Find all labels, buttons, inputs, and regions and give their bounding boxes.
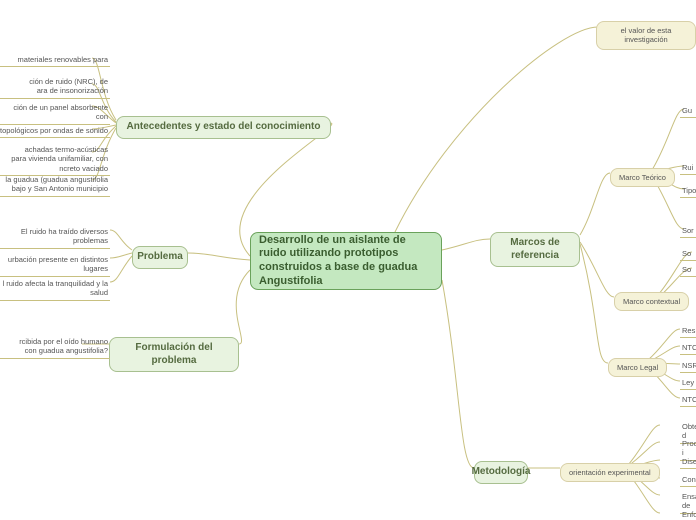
leaf-node[interactable]: Res. [680,324,696,338]
main-label: Antecedentes y estado del conocimiento [127,121,321,134]
sub-node-s2[interactable]: Marco contextual [614,292,689,311]
leaf-label: So [682,249,691,258]
leaf-node[interactable]: Gu [680,104,696,118]
leaf-label: El ruido ha traído diversos problemas [0,227,108,246]
leaf-label: l ruido afecta la tranquilidad y la salu… [0,279,108,298]
leaf-node[interactable]: materiales renovables para [0,53,110,67]
leaf-label: Tipo [682,186,696,195]
leaf-label: Res. [682,326,696,335]
main-label: Formulación del problema [118,342,230,367]
leaf-label: Rui [682,163,693,172]
leaf-node[interactable]: la guadua (guadua angustifolia bajo y Sa… [0,173,110,197]
leaf-label: el valor de esta investigación [605,26,687,45]
leaf-node[interactable]: ción de un panel absorbente con [0,101,110,125]
leaf-node[interactable]: NTC-E [680,393,696,407]
sub-label: Marco Legal [617,363,658,372]
leaf-node[interactable]: Rui [680,161,696,175]
leaf-node[interactable]: El ruido ha traído diversos problemas [0,225,110,249]
leaf-node[interactable]: el valor de esta investigación [596,21,696,50]
leaf-node[interactable]: achadas termo-acústicas para vivienda un… [0,143,110,176]
leaf-label: Gu [682,106,692,115]
leaf-label: NTC 3 [682,343,696,352]
leaf-node[interactable]: l ruido afecta la tranquilidad y la salu… [0,277,110,301]
main-node-m3[interactable]: Formulación del problema [109,337,239,372]
leaf-node[interactable]: topológicos por ondas de sonido [0,124,110,138]
leaf-node[interactable]: rcibida por el oído humano con guadua an… [0,335,110,359]
leaf-label: Diseño de [682,457,696,466]
root-label: Desarrollo de un aislante de ruido utili… [259,234,433,289]
main-node-m4[interactable]: Marcos de referencia [490,232,580,267]
leaf-node[interactable]: So [680,247,696,261]
sub-node-s3[interactable]: Marco Legal [608,358,667,377]
sub-node-s1[interactable]: Marco Teórico [610,168,675,187]
leaf-label: ción de un panel absorbente con [0,103,108,122]
leaf-label: ción de ruido (NRC), de ara de insonoriz… [29,77,108,96]
leaf-label: topológicos por ondas de sonido [0,126,108,135]
sub-label: Marco contextual [623,297,680,306]
leaf-node[interactable]: Ley 13 [680,376,696,390]
sub-node-s4[interactable]: orientación experimental [560,463,660,482]
leaf-label: NSR-1 [682,361,696,370]
main-label: Metodología [472,466,531,479]
leaf-label: Enfoque de [682,510,696,520]
leaf-node[interactable]: NTC 3 [680,341,696,355]
leaf-label: la guadua (guadua angustifolia bajo y Sa… [5,175,108,194]
leaf-node[interactable]: Construcció [680,473,696,487]
leaf-label: Ley 13 [682,378,696,387]
leaf-label: So [682,265,691,274]
leaf-label: Construcció [682,475,696,484]
main-node-m5[interactable]: Metodología [474,461,528,484]
sub-label: orientación experimental [569,468,651,477]
leaf-label: materiales renovables para [18,55,108,64]
leaf-node[interactable]: Tipo [680,184,696,198]
leaf-label: rcibida por el oído humano con guadua an… [19,337,108,356]
main-label: Problema [137,251,183,264]
leaf-label: urbación presente en distintos lugares [0,255,108,274]
leaf-node[interactable]: Enfoque de [680,508,696,520]
leaf-label: Sor [682,226,694,235]
leaf-node[interactable]: ción de ruido (NRC), de ara de insonoriz… [0,75,110,99]
sub-label: Marco Teórico [619,173,666,182]
leaf-label: achadas termo-acústicas para vivienda un… [11,145,108,173]
leaf-node[interactable]: So [680,263,696,277]
main-node-m1[interactable]: Antecedentes y estado del conocimiento [116,116,331,139]
leaf-node[interactable]: urbación presente en distintos lugares [0,253,110,277]
main-node-m2[interactable]: Problema [132,246,188,269]
leaf-label: NTC-E [682,395,696,404]
leaf-node[interactable]: Sor [680,224,696,238]
leaf-node[interactable]: NSR-1 [680,359,696,373]
leaf-node[interactable]: Diseño de [680,455,696,469]
main-label: Marcos de referencia [499,237,571,262]
root-node[interactable]: Desarrollo de un aislante de ruido utili… [250,232,442,290]
